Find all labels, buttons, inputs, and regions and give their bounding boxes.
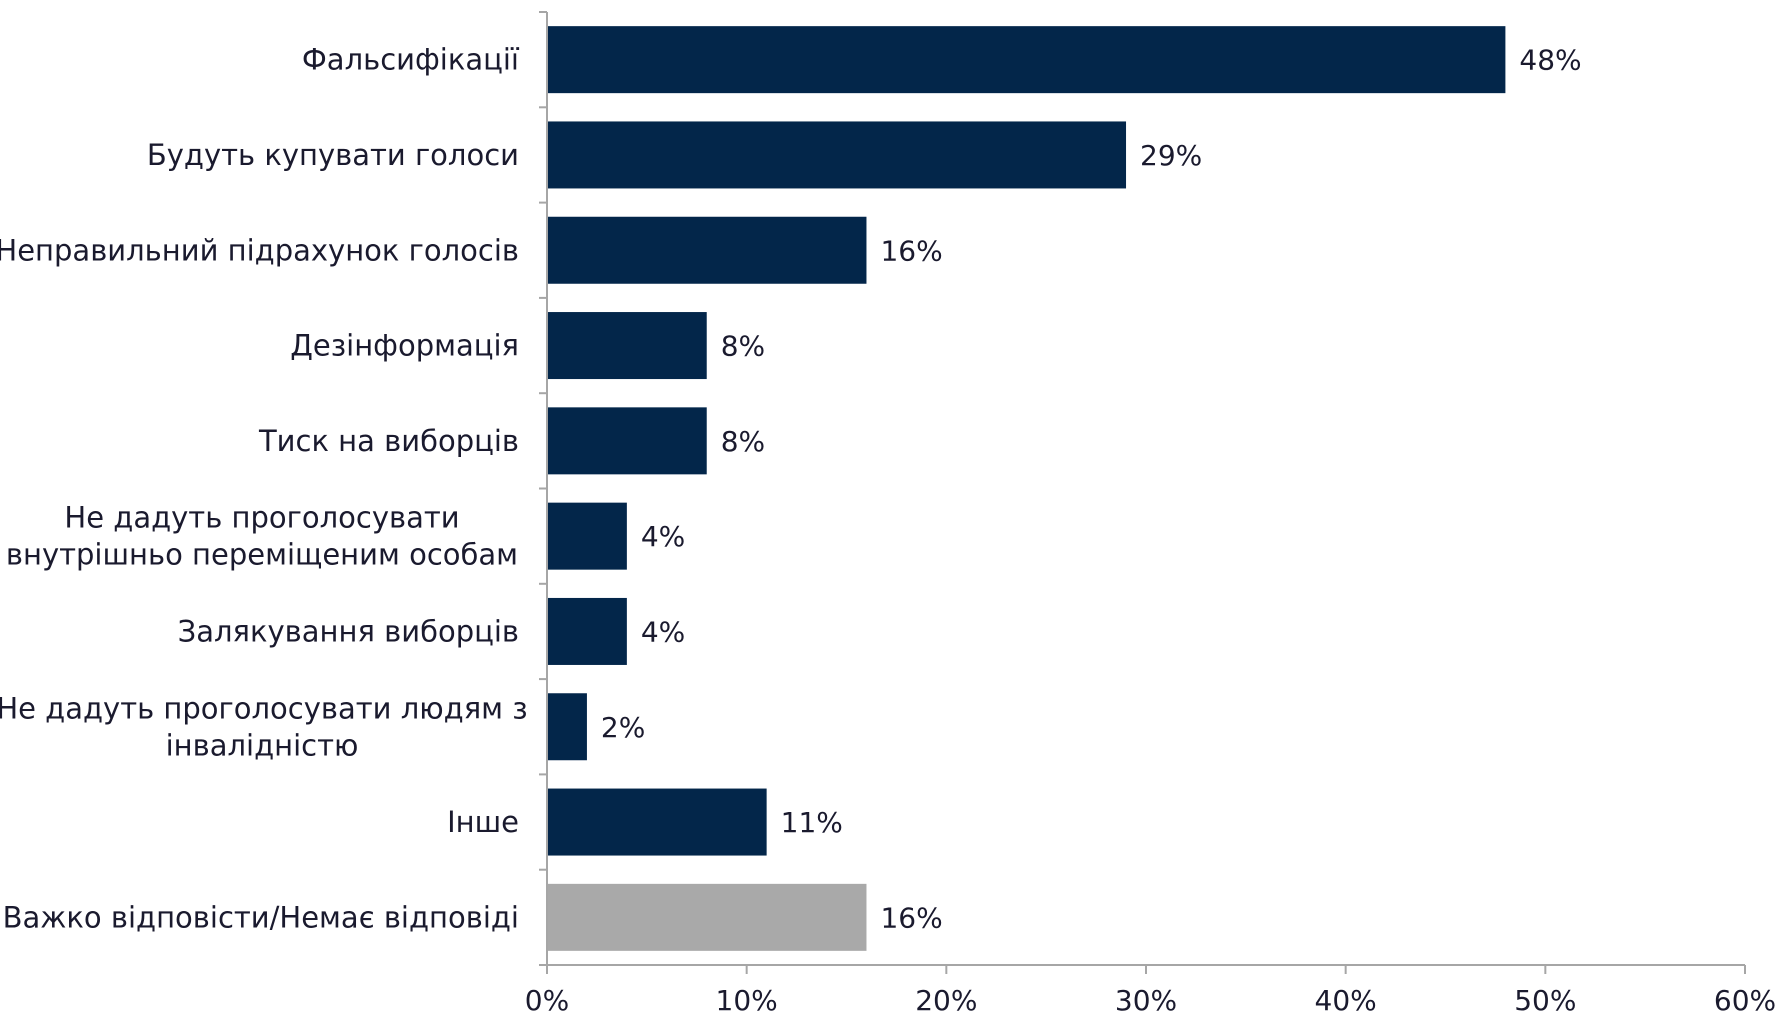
bar-3 (547, 216, 867, 284)
bar-8 (547, 693, 587, 761)
value-label-3: 16% (880, 234, 942, 267)
category-label-10: Важко відповісти/Немає відповіді (3, 900, 519, 934)
x-tick-label-0: 0% (525, 984, 569, 1017)
category-label-7: Залякування виборців (178, 614, 519, 648)
value-label-2: 29% (1140, 139, 1202, 172)
bar-5 (547, 407, 707, 475)
bar-7 (547, 597, 627, 665)
value-label-4: 8% (721, 330, 765, 363)
bar-2 (547, 121, 1127, 189)
category-labels-layer: Фальсифікації Будуть купувати голоси Непра… (0, 43, 528, 935)
bars-layer (547, 26, 1506, 951)
value-label-10: 16% (880, 901, 942, 934)
category-label-6-line-2: внутрішньо переміщеним особам (6, 538, 518, 572)
bar-6 (547, 502, 627, 570)
category-label-3: Неправильний підрахунок голосів (0, 233, 519, 267)
x-tick-label-1: 10% (716, 984, 778, 1017)
x-tick-label-2: 20% (915, 984, 977, 1017)
category-label-5: Тиск на виборців (258, 424, 519, 458)
value-label-7: 4% (641, 615, 685, 648)
category-label-2: Будуть купувати голоси (147, 138, 519, 172)
value-label-1: 48% (1519, 44, 1581, 77)
bar-9 (547, 788, 767, 856)
category-label-6-line-1: Не дадуть проголосувати (64, 501, 459, 535)
bar-4 (547, 312, 707, 380)
value-label-9: 11% (781, 806, 843, 839)
x-tick-label-4: 40% (1315, 984, 1377, 1017)
value-label-8: 2% (601, 711, 645, 744)
axes-layer: 0% 10% 20% 30% 40% 50% 60% (525, 11, 1776, 1017)
x-tick-label-5: 50% (1514, 984, 1576, 1017)
value-label-5: 8% (721, 425, 765, 458)
x-tick-label-6: 60% (1714, 984, 1776, 1017)
bar-1 (547, 26, 1506, 94)
category-label-8-line-1: Не дадуть проголосувати людям з (0, 691, 528, 725)
category-label-9: Інше (447, 805, 519, 839)
bar-10 (547, 883, 867, 951)
category-label-1: Фальсифікації (302, 43, 520, 77)
x-tick-label-3: 30% (1115, 984, 1177, 1017)
category-label-8-line-2: інвалідністю (166, 728, 359, 762)
category-label-4: Дезінформація (290, 329, 519, 363)
value-label-6: 4% (641, 520, 685, 553)
value-labels-layer: 48% 29% 16% 8% 8% 4% 4% 2% 11% 16% (601, 44, 1582, 935)
